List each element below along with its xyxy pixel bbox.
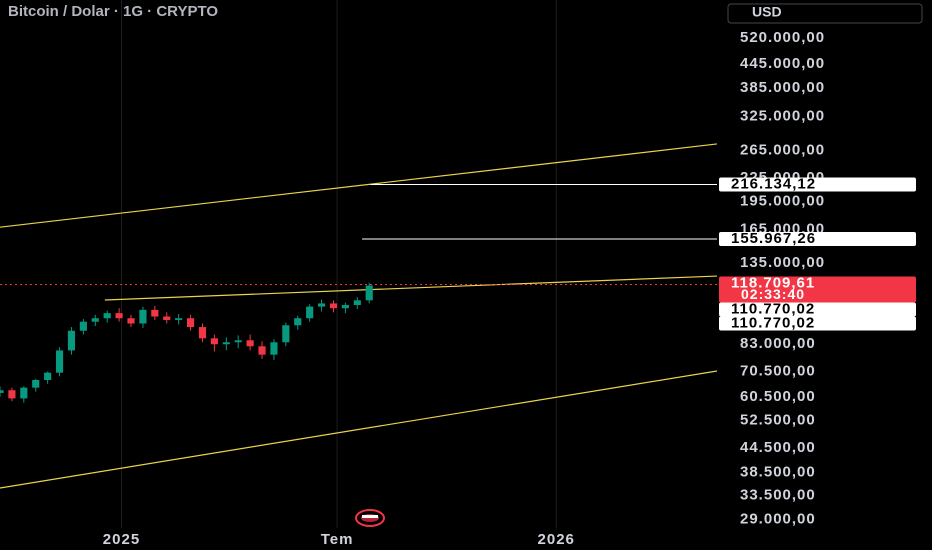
y-tick-label: 33.500,00	[740, 487, 816, 504]
y-tick-label: 52.500,00	[740, 412, 816, 429]
candle-body	[186, 318, 195, 328]
candle-body	[139, 309, 147, 324]
candle-body	[210, 338, 218, 345]
candle-body	[67, 330, 76, 351]
candle-body	[270, 342, 278, 355]
y-tick-label: 520.000,00	[740, 29, 825, 46]
price-label: 216.134,12	[731, 175, 816, 192]
y-tick-label: 60.500,00	[740, 388, 816, 405]
candle-body	[20, 387, 28, 399]
price-label-box	[719, 177, 916, 192]
y-tick-label: 83.000,00	[740, 335, 816, 352]
price-label-box	[719, 316, 916, 331]
candle-body	[103, 313, 111, 319]
candle-body	[198, 327, 207, 339]
trendline	[0, 143, 718, 228]
candle-body	[115, 313, 123, 319]
y-tick-label: 38.500,00	[740, 463, 816, 480]
price-label-box	[719, 231, 916, 246]
x-tick-label: 2025	[103, 531, 140, 548]
candle-body	[234, 340, 242, 343]
plot	[0, 0, 718, 528]
price-label: 118.709,61	[731, 274, 815, 291]
candle-body	[306, 306, 314, 319]
candle-body	[282, 325, 290, 343]
candle-body	[353, 300, 361, 306]
price-label-box	[719, 276, 916, 303]
price-label: 110.770,02	[731, 300, 815, 317]
price-label: 110.770,02	[731, 314, 815, 331]
y-tick-label: 195.000,00	[740, 193, 825, 210]
price-label-box	[719, 302, 916, 317]
currency[interactable]: USD	[752, 4, 782, 20]
price-label: 155.967,26	[731, 230, 816, 247]
countdown: 02:33:40	[741, 286, 805, 302]
trendline	[0, 370, 718, 489]
candle-body	[91, 318, 99, 322]
y-tick-label: 70.500,00	[740, 362, 816, 379]
currency-button[interactable]	[727, 3, 923, 24]
candle-body	[294, 318, 302, 326]
x-tick-label: Tem	[321, 531, 354, 548]
y-tick-label: 325.000,00	[740, 107, 825, 124]
candle-body	[127, 318, 135, 324]
candle-body	[246, 340, 254, 347]
flag-icon	[355, 509, 385, 527]
candle-body	[258, 346, 266, 355]
candle-body	[44, 372, 52, 380]
candle-body	[318, 303, 326, 307]
candle-body	[175, 318, 183, 320]
candle-body	[222, 342, 230, 345]
candle-body	[163, 316, 171, 320]
candle-body	[365, 285, 373, 301]
y-tick-label: 44.500,00	[740, 439, 816, 456]
chart-title: Bitcoin / Dolar · 1G · CRYPTO	[8, 3, 218, 20]
candle-body	[8, 390, 16, 399]
candle-body	[55, 350, 64, 373]
candle-body	[329, 303, 338, 309]
x-tick-label: 2026	[538, 531, 575, 548]
candle-body	[0, 390, 4, 393]
y-tick-label: 135.000,00	[740, 254, 825, 271]
y-tick-label: 385.000,00	[740, 79, 825, 96]
y-tick-label: 265.000,00	[740, 141, 825, 158]
candle-body	[79, 321, 87, 331]
y-tick-label: 445.000,00	[740, 55, 825, 72]
candle-body	[32, 379, 40, 388]
price-axis	[717, 0, 932, 550]
y-tick-label: 29.000,00	[740, 511, 816, 528]
trendline	[104, 275, 718, 301]
candle-body	[341, 305, 349, 309]
candle-body	[151, 309, 159, 317]
